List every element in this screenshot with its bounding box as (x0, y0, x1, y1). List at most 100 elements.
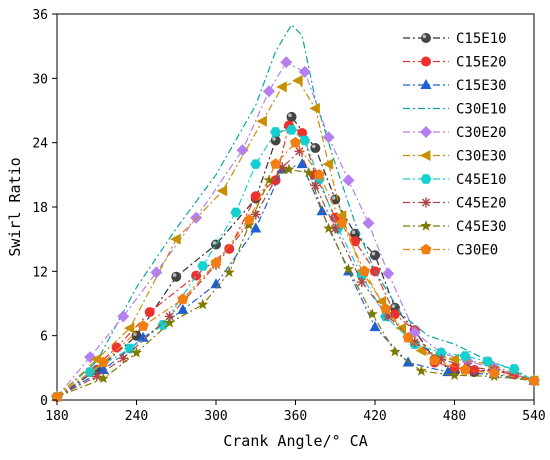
x-tick-label: 420 (363, 409, 386, 424)
data-point (97, 356, 109, 368)
data-point (356, 277, 367, 288)
data-point (402, 332, 414, 343)
data-point (383, 311, 394, 322)
data-point-highlight (331, 196, 336, 200)
data-point (250, 191, 261, 202)
data-point (469, 364, 480, 375)
data-point-stroke (295, 147, 304, 156)
data-point (322, 131, 335, 144)
data-point-stroke (410, 338, 419, 347)
data-point (286, 125, 298, 135)
legend-item: C15E10 (403, 31, 507, 47)
data-point (342, 174, 355, 187)
data-point (448, 353, 459, 365)
data-point (508, 364, 520, 374)
y-tick-label: 30 (32, 72, 48, 87)
legend-item: C45E30 (403, 219, 507, 235)
data-point (51, 390, 63, 402)
data-point (117, 310, 130, 323)
series-line (56, 61, 535, 398)
data-point (342, 263, 355, 274)
data-point (164, 311, 175, 322)
data-point (299, 135, 311, 146)
data-point-stroke (165, 312, 174, 321)
data-point (270, 127, 282, 137)
data-point (435, 348, 447, 358)
data-point (323, 222, 335, 234)
legend-item: C45E10 (403, 172, 507, 188)
legend-label: C30E30 (456, 149, 507, 165)
data-point (313, 169, 325, 180)
legend-marker (420, 79, 432, 89)
x-tick-label: 240 (125, 409, 148, 424)
y-tick-label: 36 (32, 8, 48, 23)
series-line (56, 79, 535, 398)
data-point (296, 158, 308, 169)
data-point (250, 159, 262, 169)
data-point (263, 174, 275, 185)
data-point-stroke (331, 224, 340, 233)
legend-label: C30E20 (456, 125, 507, 141)
data-point (298, 65, 311, 78)
data-point (380, 303, 392, 314)
legend: C15E10 C15E20 C15E30 C30E10 C30E20 C30E30 C45E… (403, 31, 507, 259)
legend-marker (421, 33, 431, 43)
data-point (309, 102, 320, 114)
legend-item: C30E30 (403, 149, 507, 165)
data-point (123, 322, 135, 334)
data-point (137, 320, 149, 331)
legend-item: C30E0 (403, 243, 498, 259)
legend-label: C30E10 (456, 102, 507, 118)
data-point (164, 317, 176, 328)
data-point (336, 217, 348, 228)
legend-marker (420, 150, 431, 161)
data-point-stroke (119, 354, 128, 363)
data-point (310, 180, 321, 191)
data-point (289, 136, 302, 148)
data-point (191, 270, 202, 281)
data-point (482, 356, 494, 367)
data-point (369, 321, 381, 332)
x-tick-label: 180 (45, 409, 68, 424)
legend-item: C15E20 (403, 55, 507, 71)
data-point (171, 271, 182, 282)
data-point (130, 347, 143, 358)
data-point (358, 265, 370, 277)
data-point (111, 342, 122, 353)
data-point (310, 143, 321, 154)
data-point (197, 261, 209, 271)
data-point-stroke (357, 278, 366, 287)
data-point-highlight (311, 144, 316, 149)
data-point (263, 85, 275, 98)
series-line (56, 124, 535, 398)
data-point-stroke (92, 372, 101, 381)
data-point (270, 158, 282, 169)
legend-marker-stroke (421, 198, 431, 207)
legend-marker-highlight (422, 34, 427, 39)
data-point (91, 371, 102, 382)
data-point-highlight (272, 137, 276, 141)
data-point (286, 111, 297, 122)
x-axis-title: Crank Angle/° CA (223, 432, 368, 450)
data-point (297, 128, 308, 139)
data-point (370, 250, 380, 261)
data-point-highlight (172, 273, 177, 277)
data-point-highlight (351, 230, 356, 235)
data-point-highlight (371, 251, 376, 256)
axes-layer: 180 240 300 360 420 480 540 0 6 12 18 24 30 36 (32, 8, 545, 424)
data-point (236, 144, 249, 157)
legend-marker (421, 197, 431, 208)
legend-item: C30E20 (403, 125, 507, 141)
data-point (144, 307, 155, 318)
data-point (210, 256, 222, 268)
legend-item: C15E30 (403, 78, 507, 94)
data-point (197, 298, 209, 310)
data-point (243, 214, 255, 225)
data-point-stroke (278, 163, 287, 172)
data-point (382, 267, 395, 280)
data-point (177, 293, 189, 304)
legend-label: C15E20 (456, 55, 507, 71)
data-point (97, 372, 109, 384)
data-point-highlight (288, 113, 292, 118)
data-point (243, 219, 255, 230)
